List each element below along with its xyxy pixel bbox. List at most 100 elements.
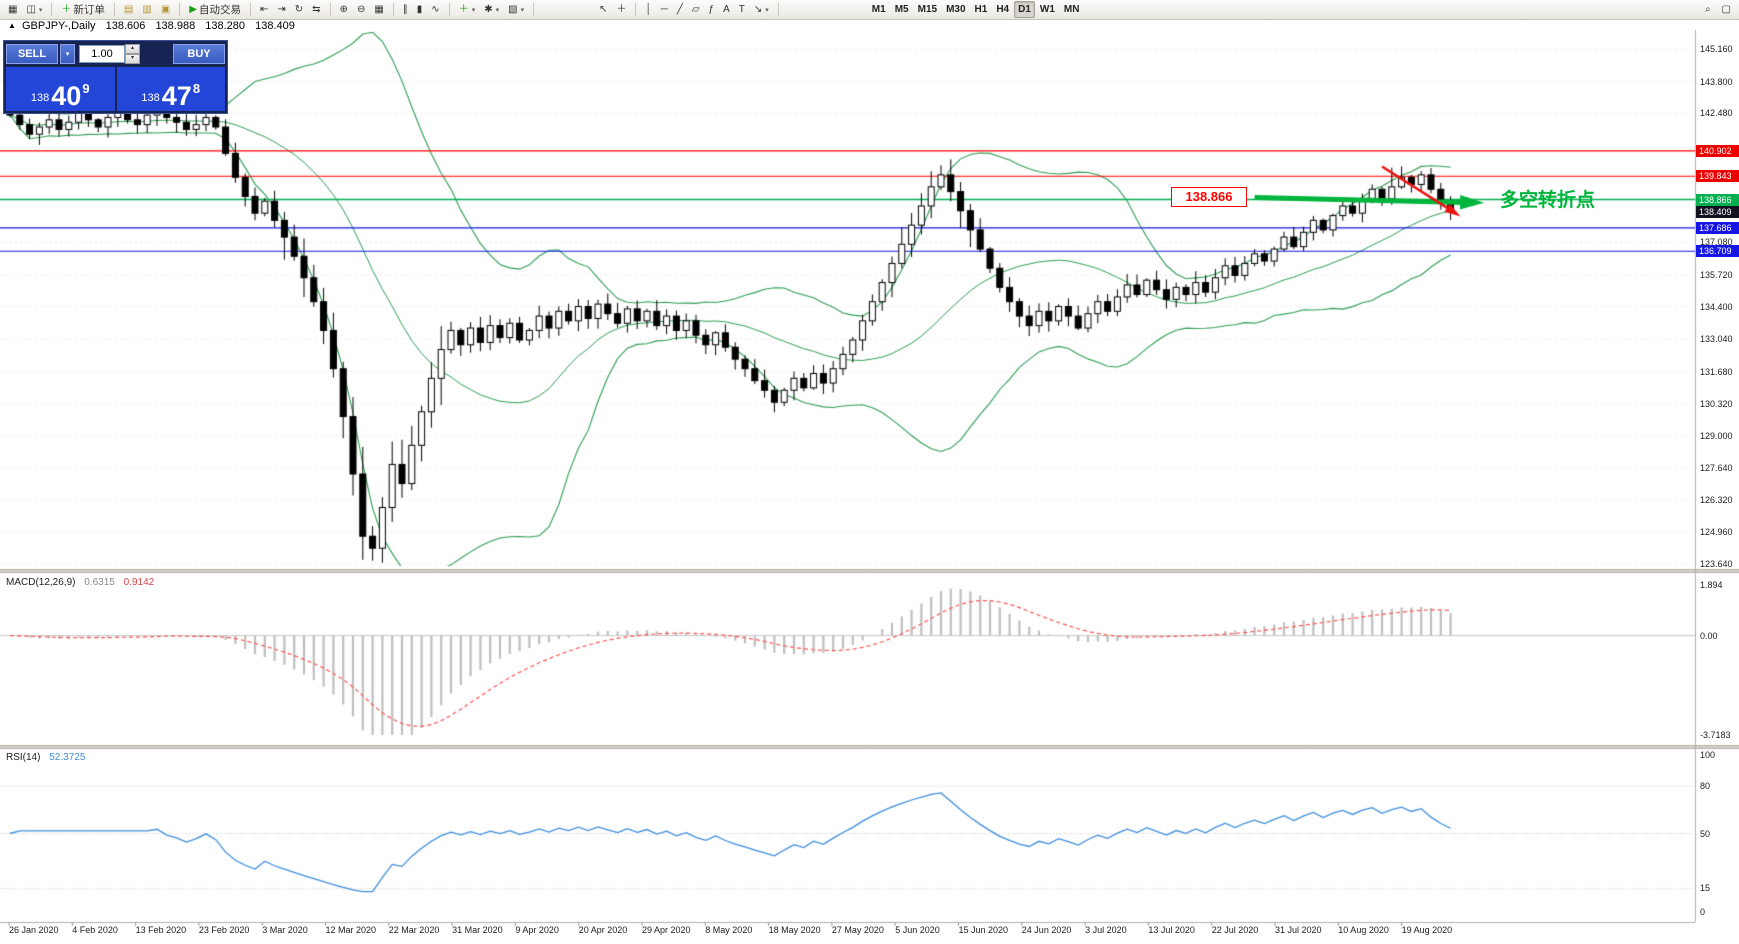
zoom-out-icon-glyph: ⊖: [356, 3, 366, 15]
tf-m30[interactable]: M30: [942, 1, 969, 18]
chart-shift-icon[interactable]: ⇆: [308, 1, 324, 18]
horizontal-line-icon[interactable]: ─: [657, 1, 672, 18]
chevron-down-icon: ▾: [38, 6, 43, 14]
toolbar-separator: [329, 3, 331, 16]
zoom-in-icon-glyph: ⊕: [339, 3, 348, 15]
quote-prices-row: 138 40 9 138 47 8: [6, 67, 225, 111]
volume-decrease-button[interactable]: ▾: [125, 54, 140, 64]
new-order-button-glyph: ＋: [61, 3, 72, 15]
search-icon[interactable]: ⌕: [1704, 4, 1711, 15]
volume-increase-button[interactable]: ▴: [125, 44, 140, 54]
templates-icon[interactable]: ▧ ▾: [504, 1, 528, 18]
market-watch-icon[interactable]: ▤: [120, 1, 137, 18]
tf-m5[interactable]: M5: [891, 1, 913, 18]
ohlc-open: 138.606: [105, 20, 146, 32]
macd-title: MACD(12,26,9): [6, 577, 76, 588]
toolbar-separator: [448, 3, 450, 16]
fibonacci-icon-glyph: ƒ: [708, 3, 715, 15]
line-chart-icon-glyph: ∿: [431, 3, 440, 15]
macd-indicator-label: MACD(12,26,9) 0.6315 0.9142: [6, 577, 154, 588]
vertical-line-icon[interactable]: │: [641, 1, 655, 18]
text-icon-glyph: A: [723, 3, 730, 15]
toolbar-separator: [533, 3, 535, 16]
tf-h4[interactable]: H4: [992, 1, 1013, 18]
text-icon[interactable]: A: [719, 1, 734, 18]
channel-icon[interactable]: ▱: [688, 1, 704, 18]
add-indicator-icon[interactable]: ＋ ▾: [455, 1, 480, 18]
toolbar-group-order: ＋新订单: [57, 1, 109, 18]
ohlc-close: 138.409: [255, 20, 295, 32]
zoom-in-icon[interactable]: ⊕: [336, 1, 352, 18]
indent-right-icon[interactable]: ⇥: [273, 1, 289, 18]
tf-m5-label: M5: [894, 4, 909, 15]
ohlc-low: 138.280: [205, 20, 246, 32]
volume-input[interactable]: [79, 45, 125, 63]
price-flag-annotation[interactable]: 138.866: [1171, 187, 1247, 207]
tf-d1[interactable]: D1: [1014, 1, 1035, 18]
tf-h1[interactable]: H1: [971, 1, 992, 18]
tf-m15[interactable]: M15: [914, 1, 941, 18]
tile-windows-icon[interactable]: ▦: [370, 1, 387, 18]
shapes-icon-glyph: ↘: [753, 3, 763, 15]
window-icon[interactable]: ▢: [1721, 4, 1731, 15]
tf-m1-label: M1: [871, 4, 886, 15]
tf-d1-label: D1: [1018, 4, 1031, 15]
candlestick-chart-icon[interactable]: ▮: [413, 1, 427, 18]
toolbar-group-timeframes: M1 M5 M15 M30 H1 H4 D1 W1 MN: [868, 1, 1084, 18]
line-chart-icon[interactable]: ∿: [427, 1, 443, 18]
cursor-icon-glyph: ↖: [599, 3, 608, 15]
tf-mn[interactable]: MN: [1060, 1, 1084, 18]
bid-pips: 40: [51, 81, 82, 112]
volume-spinner: ▴ ▾: [125, 44, 140, 64]
new-order-button[interactable]: ＋新订单: [57, 1, 109, 18]
data-window-icon[interactable]: ▥: [138, 1, 155, 18]
bid-price[interactable]: 138 40 9: [6, 67, 115, 111]
candlestick-chart-icon-glyph: ▮: [416, 3, 423, 15]
order-options-caret[interactable]: ▾: [60, 44, 75, 64]
zoom-out-icon[interactable]: ⊖: [353, 1, 369, 18]
horizontal-line-icon-glyph: ─: [660, 3, 668, 15]
shapes-icon[interactable]: ↘ ▾: [750, 1, 773, 18]
indent-left-icon[interactable]: ⇤: [256, 1, 272, 18]
tf-m1[interactable]: M1: [868, 1, 890, 18]
buy-button[interactable]: BUY: [173, 44, 225, 64]
tile-windows-icon-glyph: ▦: [374, 3, 384, 15]
fibonacci-icon[interactable]: ƒ: [705, 1, 719, 18]
crosshair-icon-glyph: ＋: [616, 3, 627, 15]
new-chart-icon[interactable]: ▦: [4, 1, 21, 18]
autotrading-button[interactable]: ▶ 自动交易: [185, 1, 245, 18]
cursor-icon[interactable]: ↖: [595, 1, 611, 18]
toolbar-group-windows: ▦ ◫ ▾: [4, 1, 46, 18]
bid-fraction: 9: [82, 81, 90, 96]
new-order-button-label: 新订单: [73, 4, 105, 16]
profiles-icon[interactable]: ◫ ▾: [22, 1, 46, 18]
autoscroll-icon[interactable]: ↻: [291, 1, 307, 18]
rsi-title: RSI(14): [6, 752, 41, 763]
toolbar-group-chart-types: ∥ ▮ ∿: [399, 1, 444, 18]
tf-m15-label: M15: [917, 4, 938, 15]
trendline-icon[interactable]: ╱: [673, 1, 687, 18]
one-click-collapse-icon[interactable]: ▲: [8, 21, 16, 30]
chevron-down-icon: ▾: [520, 6, 525, 14]
crosshair-icon[interactable]: ＋: [612, 1, 630, 18]
ask-pips: 47: [161, 81, 192, 112]
sell-button[interactable]: SELL: [6, 44, 58, 64]
label-icon[interactable]: T: [735, 1, 749, 18]
ask-fraction: 8: [192, 81, 201, 96]
tf-w1[interactable]: W1: [1036, 1, 1059, 18]
macd-value-signal: 0.9142: [123, 577, 155, 588]
toolbar-group-panels: ▤ ▥ ▣: [120, 1, 174, 18]
one-click-trading-panel: SELL ▾ ▴ ▾ BUY 138 40 9 138 47 8: [3, 40, 228, 114]
symbol-title: GBPJPY-,Daily: [21, 20, 96, 32]
data-window-icon-glyph: ▥: [142, 3, 152, 15]
trendline-icon-glyph: ╱: [676, 3, 683, 15]
bar-chart-icon-glyph: ∥: [402, 3, 408, 15]
terminal-icon-glyph: ▣: [160, 3, 171, 15]
ask-price[interactable]: 138 47 8: [116, 67, 225, 112]
trade-controls-row: SELL ▾ ▴ ▾ BUY: [6, 43, 225, 65]
terminal-icon[interactable]: ▣: [157, 1, 174, 18]
turning-point-annotation[interactable]: 多空转折点: [1500, 190, 1596, 211]
indicator-settings-icon[interactable]: ✱ ▾: [480, 1, 503, 18]
bar-chart-icon[interactable]: ∥: [399, 1, 412, 18]
